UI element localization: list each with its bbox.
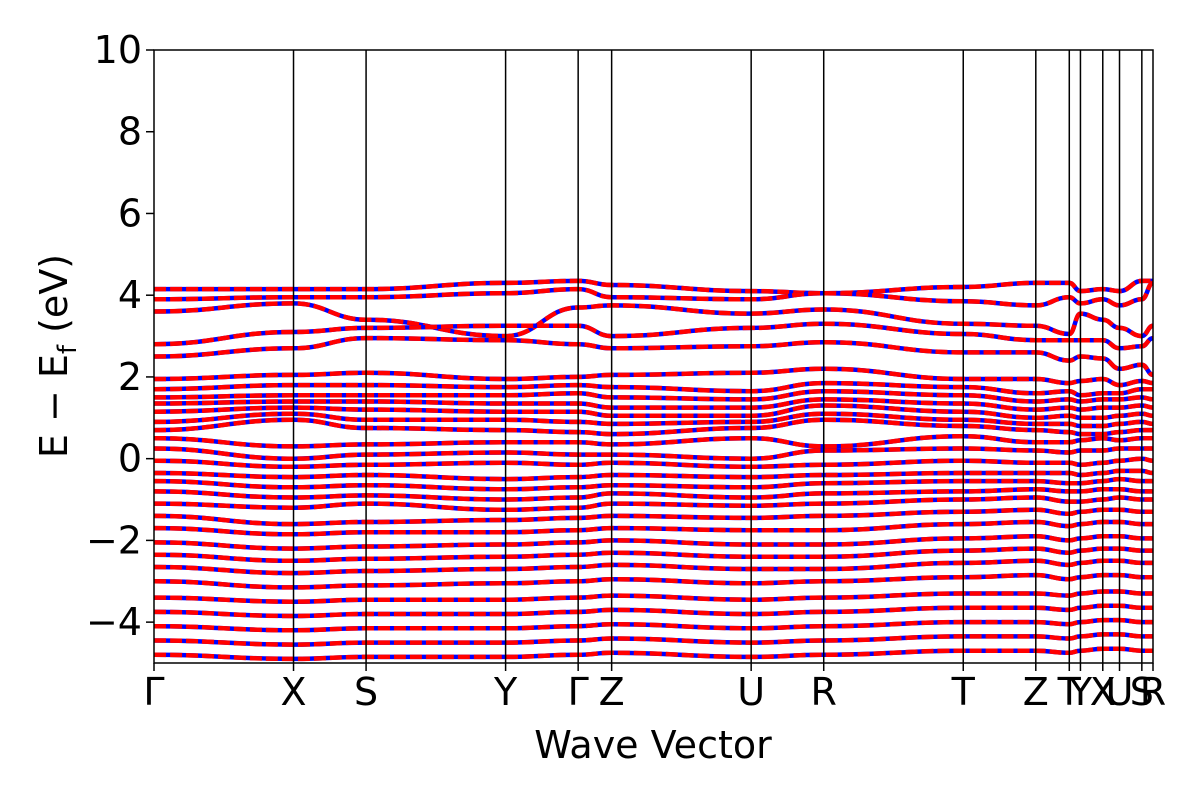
y-tick-label: 0 [118,437,142,481]
band-line-dashed [154,335,1153,378]
band-line-dashed [154,446,1153,461]
band-line-dashed [154,397,1153,412]
band-line-dashed [154,456,1153,470]
band-line-dashed [154,632,1153,647]
band-line-dashed [154,388,1153,404]
y-tick-label: 10 [94,28,142,72]
band-line-dashed [154,646,1153,662]
band-line-dashed [154,558,1153,576]
y-axis-label-sub: f [53,344,83,354]
y-tick-label: 4 [118,273,142,317]
x-tick-label: R [811,670,837,714]
band-line-dashed [154,617,1153,633]
band-line-dashed [154,380,1153,398]
band-line-dashed [154,278,1153,296]
x-tick-label: Z [599,670,625,714]
band-line-dashed [154,403,1153,421]
x-tick-label: X [281,670,307,714]
x-tick-label: R [1140,670,1166,714]
y-axis-label-main: E − E [32,354,76,458]
band-line-dashed [154,589,1153,604]
x-tick-label: S [1130,670,1154,714]
y-tick-label: 2 [118,355,142,399]
y-tick-label: 8 [118,110,142,154]
band-line-dashed [154,507,1153,527]
x-tick-label: U [1106,670,1134,714]
band-line-dashed [154,534,1153,551]
band-line-dashed [154,519,1153,537]
band-line-dashed [154,433,1153,449]
x-axis-label: Wave Vector [534,723,772,767]
band-line-dashed [154,476,1153,492]
x-tick-label: Γ [143,670,164,714]
x-tick-label: S [354,670,378,714]
band-line-dashed [154,495,1153,513]
plot-frame [153,49,1154,664]
y-axis-label: E − Ef (eV) [32,254,83,458]
band-line-dashed [154,487,1153,502]
x-tick-label: T [951,670,976,714]
y-tick-label: 6 [118,191,142,235]
x-tick-label: Y [493,670,518,714]
x-tick-label: T [1057,670,1082,714]
x-tick-label: Z [1023,670,1049,714]
band-line-dashed [154,280,1153,308]
y-tick-label: −4 [86,600,142,644]
high-symmetry-lines [292,50,1143,663]
x-tick-label: Y [1068,670,1093,714]
band-line-dashed [154,417,1153,437]
band-line-dashed [154,572,1153,590]
band-line-dashed [154,366,1153,388]
y-axis: −4 −2 0 2 4 6 8 10 [86,28,154,644]
x-tick-label: X [1090,670,1116,714]
band-line-dashed [154,546,1153,564]
x-tick-label: Γ [568,670,589,714]
y-tick-label: −2 [86,518,142,562]
band-line-dashed [154,468,1153,482]
y-axis-label-unit: (eV) [32,254,76,345]
x-tick-label: U [737,670,765,714]
band-line-dashed [154,411,1153,429]
band-line-dashed [154,603,1153,619]
